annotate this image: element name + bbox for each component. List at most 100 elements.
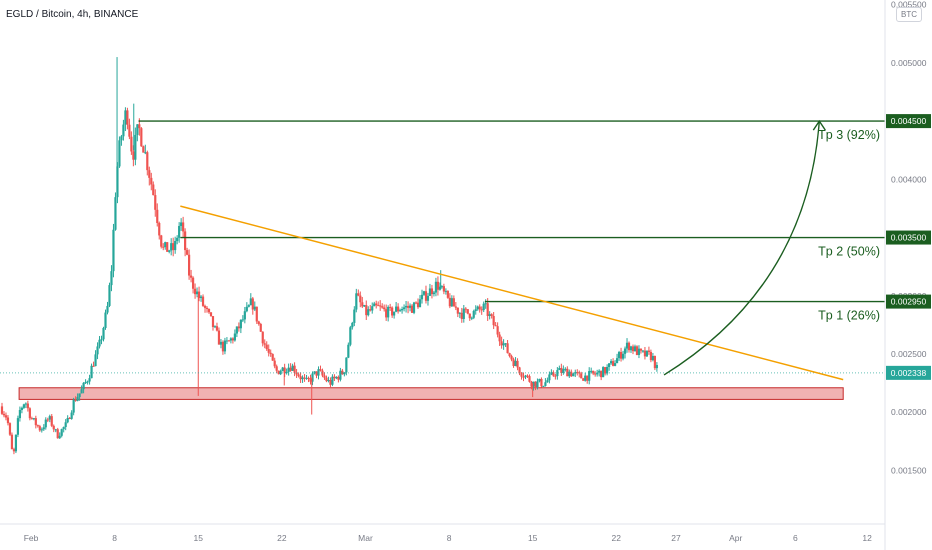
descending-trendline (180, 205, 844, 381)
candle-body (188, 254, 191, 276)
candle-body (369, 309, 372, 311)
price-tag-text: 0.002950 (891, 297, 927, 307)
candle-body (363, 305, 366, 307)
candle-body (631, 346, 635, 352)
candle-body (100, 339, 103, 341)
candle-body (604, 367, 607, 374)
candle-body (574, 372, 577, 374)
candle-body (530, 381, 533, 387)
candle-body (486, 303, 489, 316)
candle-body (590, 370, 593, 372)
x-tick-label: 8 (112, 533, 117, 543)
candle-body (594, 373, 597, 375)
candle-body (207, 308, 211, 313)
candle-body (315, 371, 318, 376)
candle-body (24, 403, 27, 405)
candles-layer (0, 57, 658, 455)
candle-body (450, 298, 453, 307)
candle-body (502, 343, 505, 346)
x-tick-label: 15 (194, 533, 204, 543)
candle-body (418, 299, 422, 308)
candle-body (120, 136, 123, 141)
candle-body (544, 382, 547, 386)
candle-body (42, 427, 45, 430)
candle-body (275, 366, 278, 371)
candle-body (172, 243, 175, 251)
candle-body (478, 306, 481, 310)
candle-body (60, 429, 63, 436)
candle-body (444, 290, 447, 292)
candle-body (373, 303, 376, 307)
candle-body (8, 423, 12, 435)
currency-badge[interactable]: BTC (896, 7, 922, 22)
x-tick-label: 22 (612, 533, 622, 543)
target-level-label: Tp 1 (26%) (818, 309, 880, 323)
candle-body (651, 355, 655, 361)
candle-body (570, 371, 573, 377)
candle-body (615, 358, 619, 364)
candle-body (347, 344, 350, 358)
candle-body (343, 372, 346, 375)
candle-body (558, 367, 561, 371)
candle-body (189, 275, 193, 278)
candle-body (442, 286, 445, 292)
candle-body (518, 367, 521, 374)
candle-body (273, 360, 276, 367)
candle-body (267, 349, 270, 353)
candle-body (22, 404, 25, 408)
candle-body (456, 307, 459, 314)
candle-body (148, 170, 151, 178)
candle-body (78, 393, 81, 398)
candle-body (158, 223, 161, 236)
candle-body (351, 322, 354, 328)
candle-body (166, 242, 169, 252)
candle-body (462, 308, 465, 319)
candle-body (516, 360, 519, 368)
x-tick-label: Apr (729, 533, 742, 543)
candle-body (387, 306, 390, 318)
candle-body (291, 365, 294, 371)
candle-body (18, 410, 22, 419)
candle-body (136, 124, 139, 135)
candle-body (406, 305, 410, 308)
candle-body (524, 375, 527, 378)
x-tick-label: 6 (793, 533, 798, 543)
candle-body (114, 197, 117, 230)
candle-body (168, 250, 171, 252)
candle-body (261, 331, 264, 344)
candle-body (10, 434, 14, 450)
candle-body (104, 312, 107, 328)
candle-body (68, 417, 71, 419)
candle-body (32, 418, 35, 420)
candle-body (454, 306, 457, 308)
candle-body (568, 371, 571, 377)
candle-body (468, 313, 471, 319)
candle-body (191, 277, 195, 289)
candle-body (428, 288, 432, 296)
candle-body (598, 370, 601, 373)
candle-body (249, 298, 252, 306)
candle-body (617, 352, 621, 359)
y-tick-label: 0.001500 (891, 465, 927, 475)
candle-body (536, 381, 539, 388)
candle-body (0, 406, 4, 414)
candle-body (542, 385, 545, 387)
candle-body (586, 375, 589, 381)
candle-body (371, 306, 374, 311)
candle-body (474, 309, 477, 312)
candle-body (122, 124, 125, 137)
candle-body (38, 426, 41, 431)
x-tick-label: 8 (447, 533, 452, 543)
candle-body (397, 306, 400, 312)
candle-body (156, 209, 159, 224)
trendline-layer (180, 205, 844, 381)
candle-body (611, 361, 615, 366)
candle-body (313, 371, 316, 374)
candle-body (112, 229, 115, 272)
candle-body (619, 352, 623, 359)
candle-body (560, 367, 563, 373)
candle-body (377, 305, 380, 307)
candle-body (251, 298, 254, 310)
candle-body (361, 302, 364, 307)
